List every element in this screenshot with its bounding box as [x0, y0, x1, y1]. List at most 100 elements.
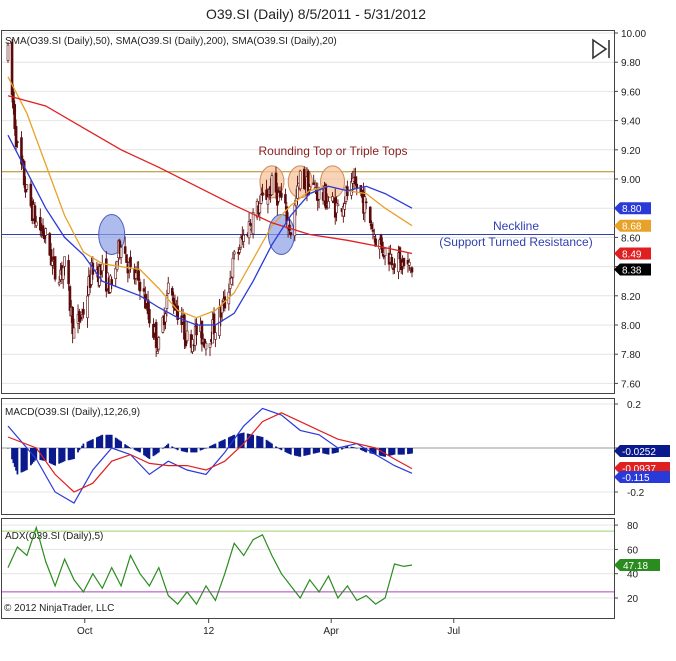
macd-hist-bar [219, 441, 222, 448]
macd-hist-bar [100, 435, 102, 448]
candle-body [230, 277, 233, 285]
macd-hist-bar [20, 448, 23, 473]
macd-hist-bar [105, 434, 108, 448]
macd-badge-label: -0.0937 [622, 464, 656, 475]
macd-hist-bar [337, 448, 339, 453]
macd-hist-bar [211, 444, 214, 448]
candle-body [68, 286, 72, 311]
macd-hist-bar [363, 448, 366, 452]
candle-body [51, 261, 54, 266]
candle-body [284, 194, 287, 204]
macd-hist-bar [213, 444, 215, 448]
macd-hist-bar [250, 434, 253, 448]
price-tick-label: 9.20 [621, 146, 641, 157]
macd-hist-bar [192, 448, 195, 453]
macd-hist-bar [312, 448, 315, 454]
macd-hist-bar [288, 448, 291, 454]
candle-body [261, 192, 264, 196]
macd-hist-bar [275, 446, 277, 448]
macd-hist-bar [78, 448, 81, 451]
macd-hist-bar [69, 448, 71, 460]
macd-hist-bar [331, 448, 334, 454]
candle-body [119, 246, 123, 258]
macd-hist-bar [77, 448, 79, 453]
candle-body [258, 202, 262, 214]
macd-line-0 [7, 407, 413, 504]
macd-hist-bar [129, 448, 132, 449]
macd-hist-bar [285, 448, 288, 453]
macd-hist-bar [314, 448, 316, 454]
candle-body [49, 249, 53, 266]
macd-hist-bar [393, 448, 396, 455]
macd-hist-bar [40, 448, 43, 461]
macd-hist-bar [82, 443, 85, 448]
macd-hist-bar [252, 434, 254, 448]
macd-hist-bar [98, 436, 101, 448]
candle-body [232, 251, 236, 255]
neckline-annotation: Neckline [493, 219, 539, 233]
macd-hist-bar [15, 448, 17, 471]
macd-hist-bar [186, 448, 189, 453]
macd-hist-bar [161, 448, 164, 449]
candle-body [22, 161, 26, 186]
macd-hist-bar [31, 448, 34, 464]
macd-hist-bar [265, 439, 268, 448]
macd-hist-bar [136, 448, 139, 452]
macd-hist-bar [324, 448, 327, 454]
adx-line [7, 525, 413, 606]
macd-hist-bar [370, 448, 373, 454]
macd-badge [614, 471, 670, 483]
macd-hist-bar [308, 448, 311, 455]
macd-hist-bar [201, 448, 203, 450]
candle-body [242, 234, 245, 242]
macd-hist-bar [90, 439, 93, 448]
macd-hist-bar [345, 446, 347, 448]
candle-body [114, 268, 118, 279]
macd-hist-bar [332, 448, 335, 454]
macd-hist-bar [218, 441, 221, 448]
macd-hist-bar [342, 448, 345, 449]
adx-tick-label: 40 [627, 570, 639, 581]
macd-hist-bar [295, 448, 298, 456]
macd-hist-bar [323, 448, 326, 454]
macd-hist-bar [397, 448, 400, 455]
adx-tick-label: 80 [627, 521, 639, 532]
candle-body [148, 309, 151, 324]
macd-hist-bar [191, 448, 194, 453]
macd-hist-bar [135, 448, 137, 451]
macd-hist-bar [29, 448, 32, 466]
candle-body [44, 228, 48, 236]
copyright-text: © 2012 NinjaTrader, LLC [4, 603, 114, 614]
macd-hist-bar [167, 443, 170, 448]
candle-body [16, 141, 19, 144]
x-tick-label: Jul [447, 626, 460, 637]
price-badge-label: 8.49 [622, 249, 642, 260]
macd-hist-bar [199, 448, 202, 451]
macd-hist-bar [195, 448, 198, 453]
macd-hist-bar [137, 448, 140, 452]
price-tick-label: 9.60 [621, 87, 641, 98]
candle-body [327, 201, 330, 209]
macd-hist-bar [303, 448, 306, 456]
macd-hist-bar [408, 448, 411, 454]
macd-hist-bar [277, 448, 280, 449]
candle-body [363, 196, 367, 214]
macd-hist-bar [7, 448, 9, 449]
candle-body [259, 194, 263, 204]
candle-body [212, 313, 216, 335]
candle-body [231, 257, 235, 278]
macd-hist-bar [214, 443, 217, 448]
macd-hist-bar [35, 448, 38, 459]
price-badge-label: 8.68 [622, 222, 642, 233]
macd-hist-bar [380, 448, 382, 456]
macd-legend: MACD(O39.SI (Daily),12,26,9) [5, 407, 140, 418]
candle-body [166, 282, 170, 294]
macd-hist-bar [81, 445, 83, 448]
jump-to-end-icon[interactable] [592, 38, 610, 60]
macd-hist-bar [260, 436, 263, 448]
macd-hist-bar [246, 433, 249, 448]
macd-hist-bar [95, 437, 98, 448]
macd-hist-bar [157, 448, 160, 453]
candle-body [343, 203, 346, 210]
macd-hist-bar [271, 443, 273, 448]
